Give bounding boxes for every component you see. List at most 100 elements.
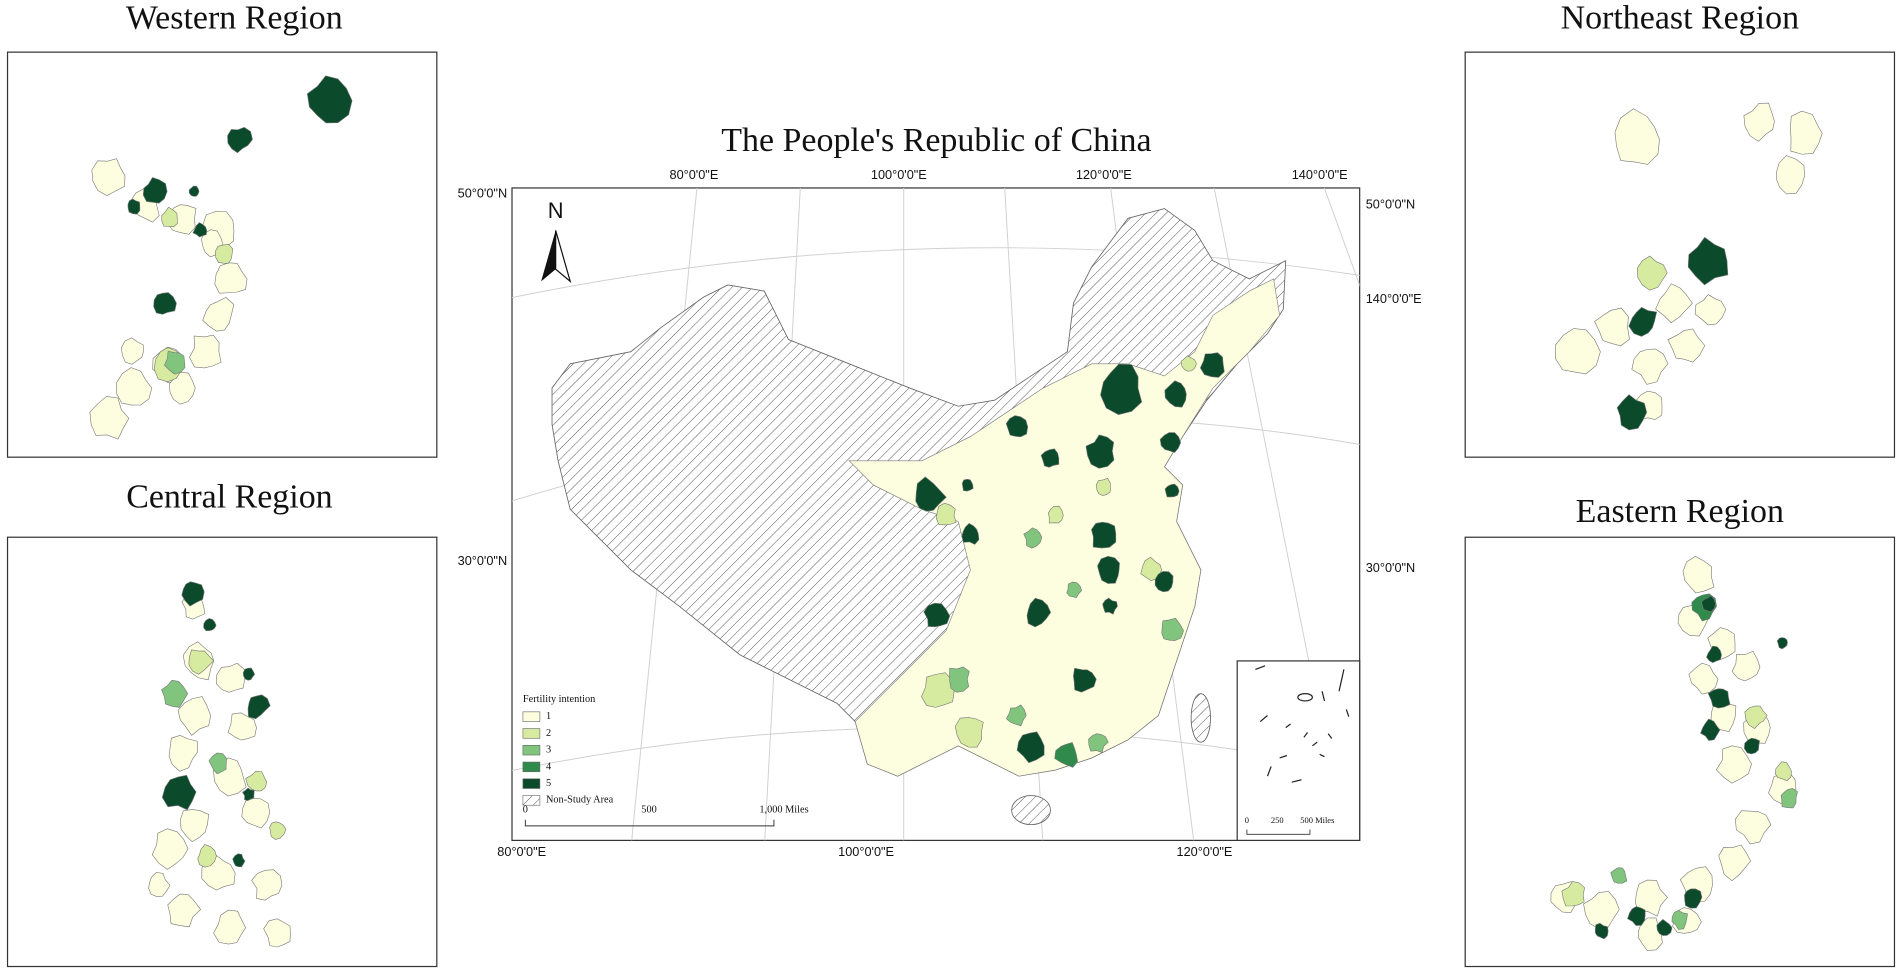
legend-label: 2 — [546, 728, 551, 739]
region-shape — [153, 292, 177, 315]
region-shape — [188, 649, 215, 675]
coord-label: 100°0'0"E — [838, 844, 894, 859]
region-shape — [1555, 328, 1601, 375]
eastern-panel — [1464, 536, 1896, 968]
region-shape — [1694, 294, 1727, 326]
northeast-panel — [1464, 51, 1896, 458]
region-shape — [120, 337, 144, 365]
scale-label: 500 — [641, 804, 656, 815]
region-shape — [247, 694, 271, 720]
north-arrow: N — [541, 198, 572, 284]
region-shape — [923, 602, 951, 628]
region-shape — [1066, 581, 1082, 598]
region-shape — [1040, 448, 1060, 468]
region-shape — [91, 158, 126, 196]
region-shape — [1780, 788, 1798, 809]
region-shape — [214, 244, 234, 264]
region-shape — [1700, 718, 1721, 741]
islands — [1255, 665, 1350, 783]
region-shape — [1718, 844, 1752, 882]
region-shape — [1656, 918, 1673, 936]
region-shape — [164, 350, 186, 375]
region-shape — [1023, 527, 1043, 549]
region-shape — [1199, 352, 1225, 378]
region-shape — [1655, 283, 1693, 324]
region-shape — [177, 696, 211, 736]
region-shape — [961, 478, 974, 492]
region-shape — [151, 828, 189, 870]
hainan — [1011, 795, 1051, 826]
region-shape — [263, 918, 291, 948]
region-shape — [214, 262, 248, 294]
region-shape — [1744, 737, 1760, 755]
region-shape — [1102, 597, 1118, 615]
region-shape — [1095, 477, 1111, 496]
region-shape — [1091, 521, 1117, 549]
region-shape — [1627, 906, 1646, 926]
region-shape — [168, 371, 196, 405]
region-shape — [161, 206, 178, 228]
region-shape — [1616, 394, 1648, 431]
region-shape — [179, 809, 210, 843]
panel-title: Western Region — [126, 0, 343, 36]
region-shape — [1006, 704, 1027, 727]
region-shape — [1583, 891, 1620, 929]
legend-swatch — [522, 745, 541, 756]
region-shape — [197, 844, 217, 868]
region-shape — [1744, 705, 1768, 729]
region-shape — [1561, 881, 1585, 907]
region-shape — [1164, 380, 1187, 408]
region-shape — [208, 752, 227, 775]
region-shape — [167, 893, 201, 928]
coord-label: 30°0'0"N — [458, 553, 508, 568]
region-shape — [216, 662, 246, 693]
region-shape — [148, 872, 171, 897]
central-panel — [6, 536, 438, 968]
region-shape — [202, 296, 235, 332]
region-shape — [1637, 917, 1663, 951]
region-shape — [1161, 617, 1184, 641]
legend-label: 1 — [546, 711, 551, 722]
region-shape — [961, 523, 980, 545]
region-shape — [1731, 650, 1761, 682]
inset-scale-label: 250 — [1271, 815, 1284, 825]
north-label: N — [548, 198, 564, 223]
legend-swatch — [522, 711, 541, 722]
scale-label: 0 — [523, 804, 528, 815]
coord-label: 30°0'0"N — [1366, 560, 1416, 575]
region-shape — [1016, 731, 1045, 764]
region-shape — [1594, 307, 1630, 347]
region-shape — [241, 798, 271, 829]
region-shape — [1735, 810, 1772, 845]
region-shape — [227, 126, 253, 154]
region-shape — [192, 222, 208, 238]
region-shape — [1706, 645, 1722, 663]
region-shape — [142, 177, 168, 204]
coord-label: 80°0'0"E — [670, 167, 719, 182]
region-shape — [1054, 742, 1078, 768]
inset-frame — [1236, 660, 1361, 841]
inset-scale-label: 500 Miles — [1300, 815, 1334, 825]
region-shape — [242, 787, 255, 801]
region-shape — [1688, 662, 1719, 695]
main-shapes — [915, 352, 1225, 768]
region-shape — [127, 198, 141, 215]
region-shape — [1701, 595, 1716, 613]
region-shape — [242, 667, 256, 681]
region-shape — [1635, 879, 1668, 917]
graticule-line — [1323, 187, 1360, 287]
region-shape — [1047, 505, 1064, 524]
region-shape — [1707, 688, 1731, 709]
region-shape — [1628, 307, 1658, 337]
region-shape — [1180, 355, 1197, 372]
region-shape — [245, 770, 268, 792]
inset-scale-label: 0 — [1245, 815, 1249, 825]
legend-swatch — [522, 795, 541, 806]
scale-bar: 0 500 1,000 Miles — [523, 804, 809, 827]
region-shape — [1667, 328, 1706, 363]
region-shape — [1789, 110, 1823, 155]
region-shape — [1085, 434, 1115, 469]
legend-title: Fertility intention — [523, 694, 595, 705]
